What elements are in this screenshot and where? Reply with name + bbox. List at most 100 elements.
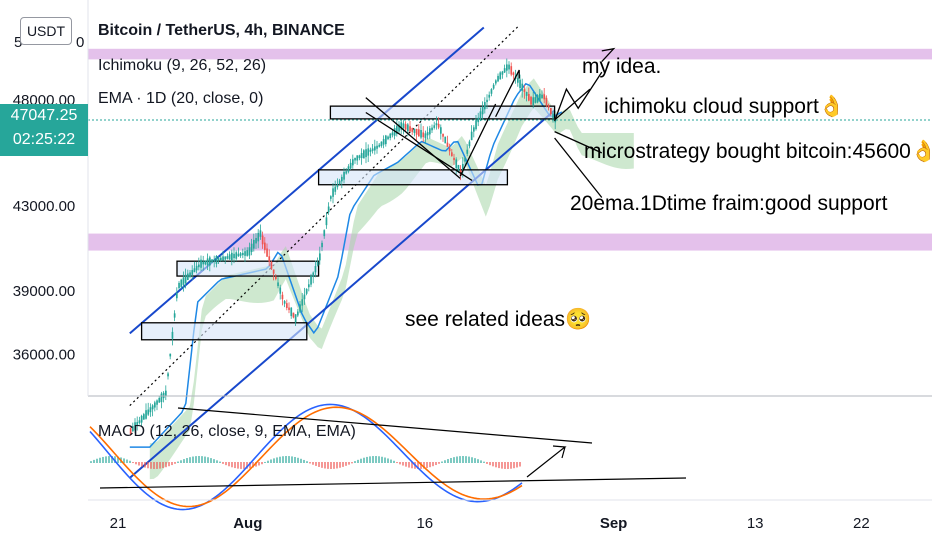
macd-histogram-bar [225, 462, 227, 466]
annotation-ema-support: 20ema.1Dtime fraim:good support [570, 192, 888, 215]
macd-histogram-bar [198, 456, 200, 463]
candle-body [497, 75, 499, 82]
macd-histogram-bar [231, 462, 233, 468]
candle-body [294, 314, 297, 323]
macd-histogram-bar [252, 462, 254, 468]
candle-body [195, 265, 198, 271]
macd-histogram-bar [339, 462, 341, 468]
macd-histogram-bar [117, 456, 119, 463]
candle-body [391, 132, 394, 136]
candle-body [178, 282, 180, 289]
macd-histogram-bar [237, 462, 239, 469]
macd-histogram-bar [480, 460, 482, 463]
macd-histogram-bar [213, 459, 215, 463]
candle-body [325, 217, 328, 226]
candle-body [402, 123, 405, 129]
macd-histogram-bar [201, 456, 203, 463]
candle-body [327, 206, 330, 213]
candle-body [451, 152, 453, 157]
candle-body [156, 400, 158, 405]
candle-body [360, 153, 363, 159]
candle-body [479, 111, 482, 120]
candle-body [345, 171, 348, 174]
macd-histogram-bar [273, 458, 275, 463]
macd-histogram-bar [498, 462, 500, 469]
macd-histogram-bar [375, 456, 377, 463]
macd-histogram-bar [126, 459, 128, 463]
macd-histogram-bar [204, 456, 206, 463]
candle-body [532, 97, 535, 105]
candle-body [550, 107, 552, 115]
candle-body [301, 299, 304, 306]
macd-histogram-bar [261, 462, 263, 465]
candle-body [343, 171, 345, 180]
candle-body [503, 68, 506, 73]
channel-mid [129, 24, 520, 407]
candle-body [365, 149, 367, 158]
candle-body [220, 257, 222, 261]
macd-histogram-bar [417, 462, 419, 469]
candle-body [455, 159, 458, 169]
macd-histogram-bar [207, 457, 209, 463]
draw-arrow-microstrategy [554, 131, 603, 154]
candle-body [231, 252, 233, 261]
macd-histogram-bar [243, 462, 245, 469]
candle-body [261, 235, 264, 245]
candle-body [160, 393, 163, 403]
macd-histogram-bar [441, 461, 443, 463]
macd-histogram-bar [294, 456, 296, 463]
candle-body [224, 256, 227, 260]
candle-body [462, 163, 464, 172]
candle-body [257, 232, 260, 242]
macd-histogram-bar [408, 462, 410, 468]
macd-legend[interactable]: MACD (12, 26, close, 9, EMA, EMA) [98, 423, 356, 440]
candle-body [510, 66, 513, 75]
macd-histogram-bar [381, 456, 383, 463]
annotation-cloud-support: ichimoku cloud support👌 [604, 95, 845, 118]
candle-body [446, 142, 449, 147]
annotation-related-ideas: see related ideas🥺 [405, 308, 592, 331]
candle-body [492, 84, 495, 89]
candle-body [420, 130, 422, 138]
candle-body [486, 99, 488, 103]
macd-histogram-bar [378, 456, 380, 463]
candle-body [470, 131, 473, 141]
candle-body [332, 188, 334, 197]
ema-legend[interactable]: EMA · 1D (20, close, 0) [98, 90, 264, 107]
time-axis[interactable]: 21Aug16Sep1322Oct [88, 499, 932, 532]
candle-body [512, 72, 515, 75]
macd-histogram-bar [174, 462, 176, 464]
macd-histogram-bar [459, 456, 461, 463]
price-tick-label: 39000.00 [13, 283, 76, 300]
candle-body [167, 373, 169, 377]
macd-histogram-bar [510, 462, 512, 469]
ichimoku-legend[interactable]: Ichimoku (9, 26, 52, 26) [98, 57, 267, 74]
macd-histogram-bar [297, 457, 299, 463]
macd-histogram-bar [255, 462, 257, 467]
macd-histogram-bar [453, 457, 455, 463]
macd-trendline-top [177, 407, 593, 444]
candle-body [488, 94, 491, 98]
currency-unit-badge[interactable]: USDT [20, 17, 72, 45]
candle-body [134, 422, 136, 431]
candle-body [165, 390, 167, 396]
candle-body [154, 402, 156, 408]
macd-histogram-bar [228, 462, 230, 467]
macd-histogram-bar [162, 462, 164, 469]
macd-histogram-bar [372, 456, 374, 463]
macd-histogram-bar [141, 462, 143, 467]
time-tick-label: Sep [600, 515, 628, 532]
candle-body [407, 124, 409, 132]
macd-histogram-bar [276, 457, 278, 463]
candle-body [182, 277, 185, 285]
ema-path [129, 82, 563, 448]
symbol-title[interactable]: Bitcoin / TetherUS, 4h, BINANCE [98, 22, 345, 39]
candle-body [528, 93, 530, 101]
macd-histogram-bar [384, 457, 386, 463]
candle-body [209, 257, 211, 266]
candle-body [336, 184, 339, 188]
candle-body [266, 248, 268, 257]
macd-histogram-bar [507, 462, 509, 469]
